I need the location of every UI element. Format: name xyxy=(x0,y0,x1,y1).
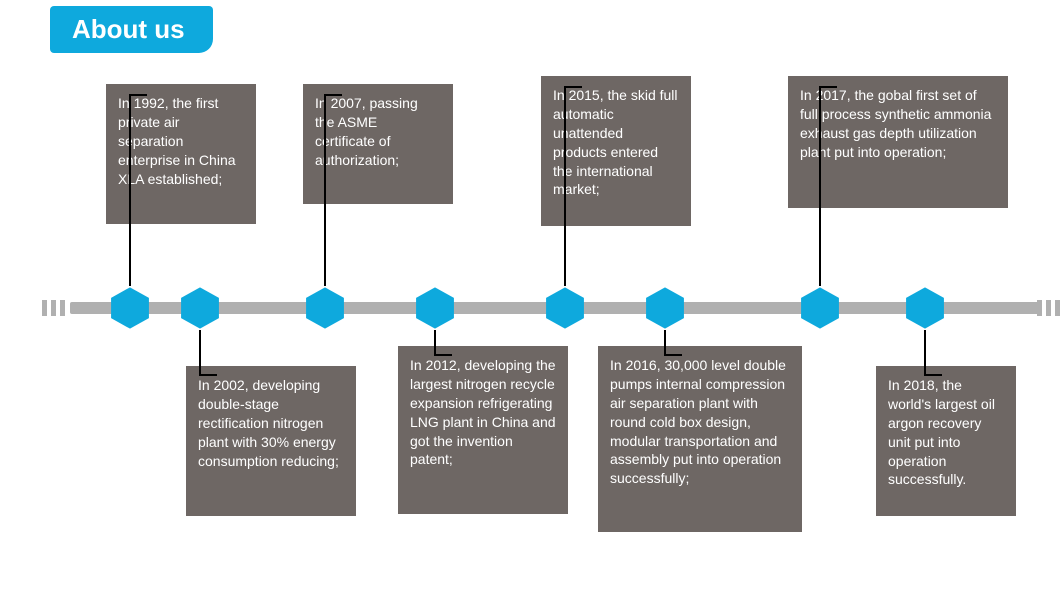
timeline-node-n2015 xyxy=(543,286,587,330)
connector-n1992 xyxy=(129,94,131,286)
timeline-text: In 2012, developing the largest nitrogen… xyxy=(410,357,556,467)
timeline-node-n2016 xyxy=(643,286,687,330)
axis-dash-left xyxy=(42,300,65,316)
connector-n2017 xyxy=(819,86,821,286)
timeline-box-n2012: In 2012, developing the largest nitrogen… xyxy=(398,346,568,514)
timeline-text: In 2016, 30,000 level double pumps inter… xyxy=(610,357,786,486)
timeline-text: In 1992, the first private air separatio… xyxy=(118,95,236,187)
timeline-node-n1992 xyxy=(108,286,152,330)
timeline-node-n2012 xyxy=(413,286,457,330)
timeline-box-n2002: In 2002, developing double-stage rectifi… xyxy=(186,366,356,516)
connector-n2012 xyxy=(434,330,436,356)
timeline-text: In 2017, the gobal first set of full pro… xyxy=(800,87,991,160)
timeline-box-n2017: In 2017, the gobal first set of full pro… xyxy=(788,76,1008,208)
timeline-box-n2018: In 2018, the world's largest oil argon r… xyxy=(876,366,1016,516)
timeline-text: In 2007, passing the ASME certificate of… xyxy=(315,95,418,168)
timeline-node-n2007 xyxy=(303,286,347,330)
connector-n2018 xyxy=(924,330,926,376)
timeline-text: In 2015, the skid full automatic unatten… xyxy=(553,87,678,197)
connector-n2007 xyxy=(324,94,326,286)
timeline-node-n2018 xyxy=(903,286,947,330)
connector-n2002 xyxy=(199,330,201,376)
section-header: About us xyxy=(50,6,213,53)
connector-n2015 xyxy=(564,86,566,286)
timeline-text: In 2002, developing double-stage rectifi… xyxy=(198,377,339,469)
timeline-text: In 2018, the world's largest oil argon r… xyxy=(888,377,995,487)
axis-dash-right xyxy=(1037,300,1060,316)
timeline-node-n2002 xyxy=(178,286,222,330)
timeline-node-n2017 xyxy=(798,286,842,330)
connector-n2016 xyxy=(664,330,666,356)
section-title: About us xyxy=(72,14,185,44)
timeline-box-n2016: In 2016, 30,000 level double pumps inter… xyxy=(598,346,802,532)
